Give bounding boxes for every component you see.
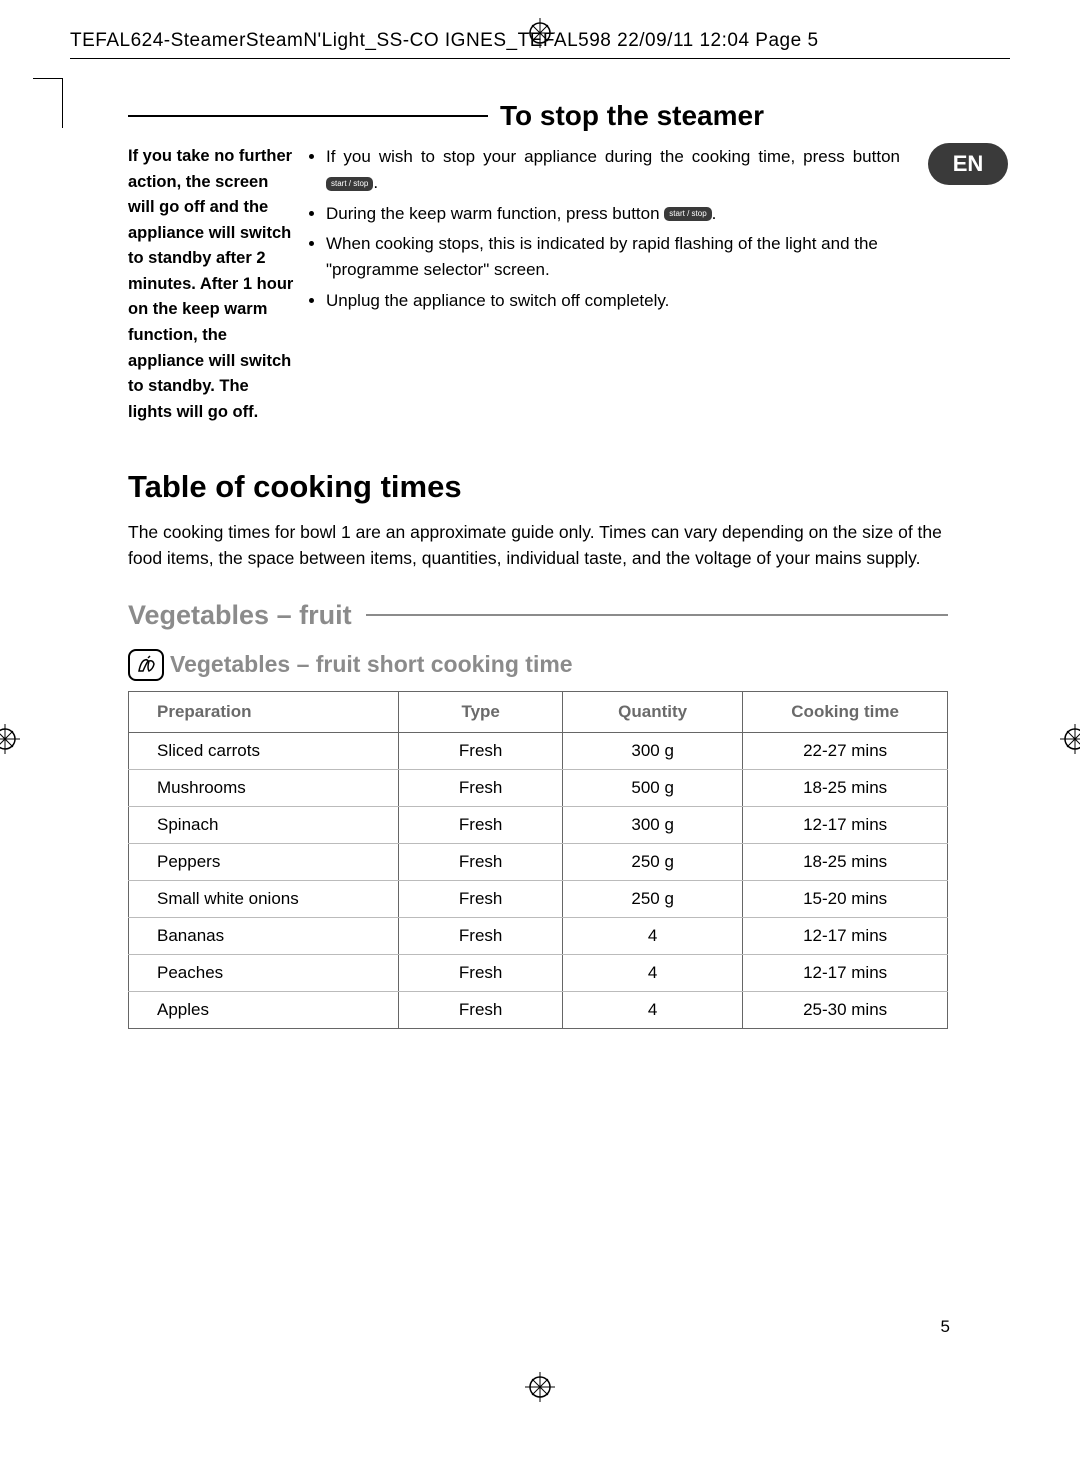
table-row: BananasFresh412-17 mins bbox=[129, 917, 948, 954]
table-cell: Fresh bbox=[399, 991, 563, 1028]
table-row: PeachesFresh412-17 mins bbox=[129, 954, 948, 991]
section-stop-steamer-title: To stop the steamer bbox=[500, 100, 764, 132]
bullet-stop-during-cooking: If you wish to stop your appliance durin… bbox=[326, 144, 948, 197]
table-header-row: Preparation Type Quantity Cooking time bbox=[129, 691, 948, 732]
table-cell: 12-17 mins bbox=[743, 917, 948, 954]
vegetable-icon bbox=[128, 649, 164, 681]
cooking-times-table: Preparation Type Quantity Cooking time S… bbox=[128, 691, 948, 1029]
table-cell: 250 g bbox=[563, 880, 743, 917]
table-cell: 22-27 mins bbox=[743, 732, 948, 769]
bullet-unplug: Unplug the appliance to switch off compl… bbox=[326, 288, 948, 314]
table-cell: 18-25 mins bbox=[743, 769, 948, 806]
registration-mark-right bbox=[1060, 724, 1080, 754]
table-cell: Spinach bbox=[129, 806, 399, 843]
col-cooking-time: Cooking time bbox=[743, 691, 948, 732]
bullet-text-end: . bbox=[373, 173, 378, 192]
table-row: PeppersFresh250 g18-25 mins bbox=[129, 843, 948, 880]
col-quantity: Quantity bbox=[563, 691, 743, 732]
header-rule bbox=[70, 58, 1010, 59]
table-cell: 25-30 mins bbox=[743, 991, 948, 1028]
table-cell: 18-25 mins bbox=[743, 843, 948, 880]
bullet-text: If you wish to stop your appliance durin… bbox=[326, 147, 900, 166]
col-type: Type bbox=[399, 691, 563, 732]
table-cell: Fresh bbox=[399, 732, 563, 769]
table-cell: Fresh bbox=[399, 769, 563, 806]
table-cell: 12-17 mins bbox=[743, 806, 948, 843]
table-cell: Fresh bbox=[399, 917, 563, 954]
table-cell: Bananas bbox=[129, 917, 399, 954]
veg-short-subhead: Vegetables – fruit short cooking time bbox=[170, 651, 573, 678]
table-row: SpinachFresh300 g12-17 mins bbox=[129, 806, 948, 843]
registration-mark-left bbox=[0, 724, 20, 754]
table-cell: 4 bbox=[563, 954, 743, 991]
table-cell: 4 bbox=[563, 917, 743, 954]
table-row: MushroomsFresh500 g18-25 mins bbox=[129, 769, 948, 806]
section-stop-steamer-title-row: To stop the steamer bbox=[128, 100, 948, 132]
table-cell: Fresh bbox=[399, 954, 563, 991]
table-row: Sliced carrotsFresh300 g22-27 mins bbox=[129, 732, 948, 769]
table-cooking-times-intro: The cooking times for bowl 1 are an appr… bbox=[128, 519, 948, 572]
table-cell: 500 g bbox=[563, 769, 743, 806]
bullet-keep-warm: During the keep warm function, press but… bbox=[326, 201, 948, 227]
table-cell: Peppers bbox=[129, 843, 399, 880]
vegetables-fruit-heading: Vegetables – fruit bbox=[128, 600, 352, 631]
stop-steamer-bullets: If you wish to stop your appliance durin… bbox=[308, 144, 948, 314]
table-cell: Fresh bbox=[399, 880, 563, 917]
start-stop-button-icon: start / stop bbox=[326, 177, 373, 191]
registration-mark-bottom bbox=[525, 1372, 555, 1402]
table-cell: Mushrooms bbox=[129, 769, 399, 806]
col-preparation: Preparation bbox=[129, 691, 399, 732]
veg-short-subhead-row: Vegetables – fruit short cooking time bbox=[128, 649, 948, 681]
page-number: 5 bbox=[941, 1317, 950, 1337]
table-cell: Fresh bbox=[399, 843, 563, 880]
vegetables-fruit-heading-row: Vegetables – fruit bbox=[128, 600, 948, 631]
table-cell: Fresh bbox=[399, 806, 563, 843]
crop-mark bbox=[62, 78, 112, 128]
table-cell: 300 g bbox=[563, 806, 743, 843]
table-cell: 12-17 mins bbox=[743, 954, 948, 991]
registration-mark-top bbox=[525, 18, 555, 48]
side-note-standby: If you take no further action, the scree… bbox=[128, 144, 296, 425]
table-cell: 250 g bbox=[563, 843, 743, 880]
table-cell: 15-20 mins bbox=[743, 880, 948, 917]
bullet-text: During the keep warm function, press but… bbox=[326, 204, 664, 223]
table-cell: Apples bbox=[129, 991, 399, 1028]
table-row: Small white onionsFresh250 g15-20 mins bbox=[129, 880, 948, 917]
table-cell: Sliced carrots bbox=[129, 732, 399, 769]
table-cell: 4 bbox=[563, 991, 743, 1028]
table-cell: Small white onions bbox=[129, 880, 399, 917]
start-stop-button-icon: start / stop bbox=[664, 207, 711, 221]
bullet-text-end: . bbox=[712, 204, 717, 223]
table-cell: Peaches bbox=[129, 954, 399, 991]
bullet-flashing-light: When cooking stops, this is indicated by… bbox=[326, 231, 948, 284]
table-cell: 300 g bbox=[563, 732, 743, 769]
table-row: ApplesFresh425-30 mins bbox=[129, 991, 948, 1028]
table-cooking-times-title: Table of cooking times bbox=[128, 469, 948, 505]
